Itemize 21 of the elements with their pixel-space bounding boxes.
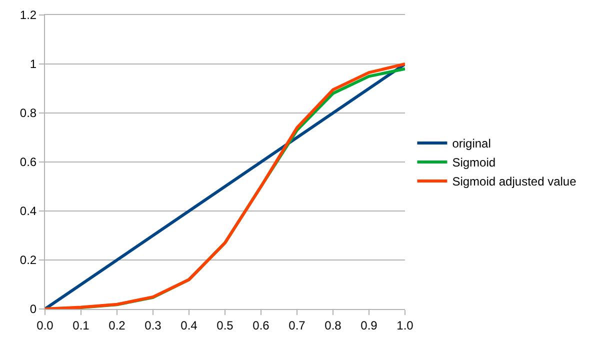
x-tick-label: 0.1 xyxy=(72,318,90,332)
x-tick-label: 0.4 xyxy=(180,318,198,332)
y-tick-label: 0.2 xyxy=(20,253,37,268)
y-tick-label: 0.8 xyxy=(20,106,37,120)
legend-label: original xyxy=(452,136,491,151)
x-tick-label: 0.0 xyxy=(36,318,54,332)
y-tick-label: 1 xyxy=(30,57,37,72)
x-tick-label: 0.5 xyxy=(216,318,234,332)
y-tick-label: 1.2 xyxy=(20,8,37,22)
y-tick-label: 0.4 xyxy=(20,204,37,218)
y-tick-label: 0 xyxy=(30,302,37,316)
legend-label: Sigmoid xyxy=(452,156,496,170)
x-tick-label: 0.3 xyxy=(144,318,162,332)
x-tick-label: 0.7 xyxy=(288,318,306,332)
x-tick-label: 0.2 xyxy=(108,318,126,332)
x-tick-label: 1.0 xyxy=(396,318,414,332)
y-tick-label: 0.6 xyxy=(20,155,37,170)
x-tick-label: 0.8 xyxy=(324,318,342,332)
x-tick-label: 0.6 xyxy=(252,318,270,332)
legend-label: Sigmoid adjusted value xyxy=(452,174,577,189)
x-tick-label: 0.9 xyxy=(360,318,378,332)
